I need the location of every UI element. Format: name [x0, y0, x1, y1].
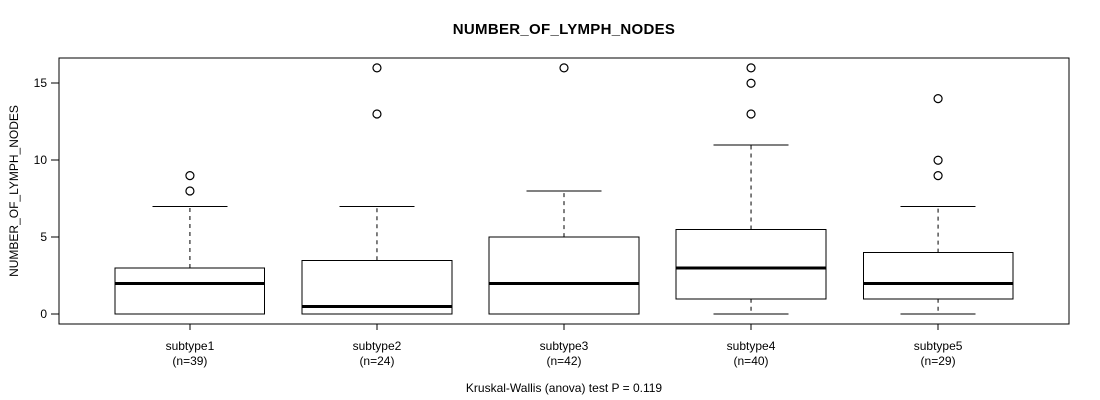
x-tick-sublabel: (n=42): [546, 354, 581, 368]
x-tick-label: subtype4: [727, 339, 776, 353]
outlier-point: [933, 171, 943, 181]
y-tick-label: 10: [34, 153, 48, 167]
x-tick-sublabel: (n=39): [172, 354, 207, 368]
outlier-point: [746, 63, 756, 73]
x-tick-label: subtype3: [540, 339, 589, 353]
x-tick-sublabel: (n=29): [921, 354, 956, 368]
y-tick-label: 5: [40, 230, 47, 244]
boxplot-group-subtype1: subtype1(n=39): [114, 171, 266, 368]
boxplot-group-subtype2: subtype2(n=24): [301, 63, 453, 368]
iqr-box: [114, 267, 266, 315]
outlier-point: [185, 171, 195, 181]
x-tick-sublabel: (n=40): [734, 354, 769, 368]
outlier-point: [372, 63, 382, 73]
boxplot-group-subtype4: subtype4(n=40): [675, 63, 827, 368]
y-tick-label: 0: [40, 307, 47, 321]
boxplot-group-subtype3: subtype3(n=42): [488, 63, 640, 368]
outlier-point: [185, 186, 195, 196]
outlier-point: [746, 78, 756, 88]
iqr-box: [862, 252, 1014, 300]
x-tick-label: subtype1: [166, 339, 215, 353]
chart-title: NUMBER_OF_LYMPH_NODES: [452, 21, 676, 38]
outlier-point: [559, 63, 569, 73]
stat-caption: Kruskal-Wallis (anova) test P = 0.119: [465, 381, 663, 395]
x-tick-sublabel: (n=24): [359, 354, 394, 368]
outlier-point: [933, 155, 943, 165]
outlier-point: [933, 94, 943, 104]
outlier-point: [372, 109, 382, 119]
x-tick-label: subtype5: [914, 339, 963, 353]
outlier-point: [746, 109, 756, 119]
y-tick-label: 15: [34, 76, 48, 90]
iqr-box: [488, 236, 640, 315]
iqr-box: [675, 228, 827, 300]
x-tick-label: subtype2: [353, 339, 402, 353]
boxplot-group-subtype5: subtype5(n=29): [862, 94, 1014, 368]
